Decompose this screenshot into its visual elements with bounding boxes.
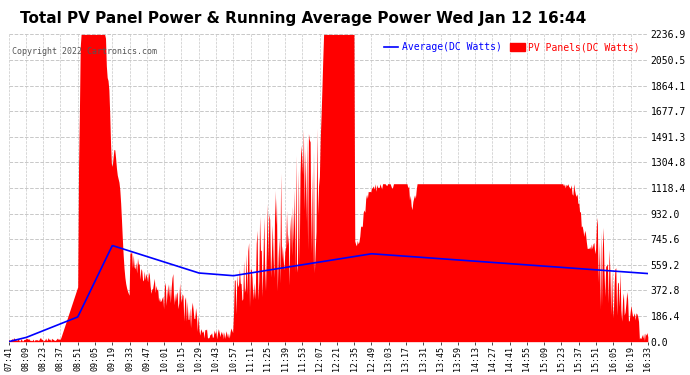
Text: Copyright 2022 Cartronics.com: Copyright 2022 Cartronics.com (12, 47, 157, 56)
Legend: Average(DC Watts), PV Panels(DC Watts): Average(DC Watts), PV Panels(DC Watts) (381, 39, 643, 55)
Text: Total PV Panel Power & Running Average Power Wed Jan 12 16:44: Total PV Panel Power & Running Average P… (21, 11, 586, 26)
